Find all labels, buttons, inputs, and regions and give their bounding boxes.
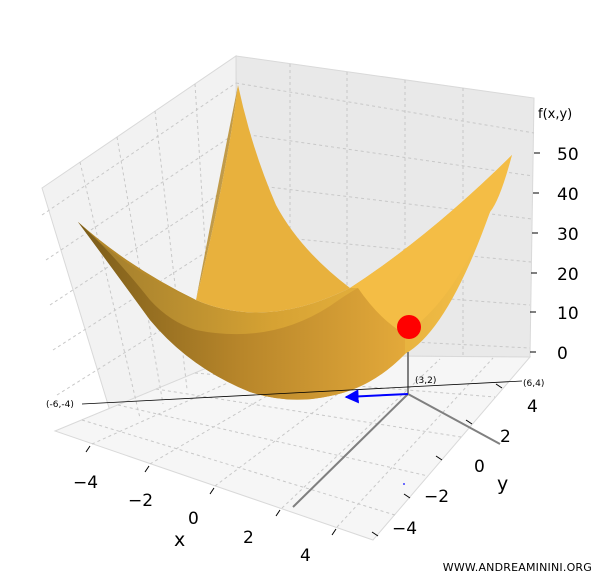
y-tick-label: 0 [474, 457, 485, 477]
annotation-left: (-6,-4) [46, 400, 74, 410]
z-tick-label: 50 [557, 145, 579, 165]
y-tick-label: −2 [424, 487, 449, 507]
x-tick-label: 4 [300, 546, 311, 566]
z-axis: 0 10 20 30 40 50 f(x,y) [530, 107, 579, 364]
y-tick-label: 2 [500, 427, 511, 447]
x-tick-label: 0 [188, 509, 199, 529]
x-axis: −4 −2 0 2 4 x [73, 445, 337, 566]
z-tick-label: 30 [557, 225, 579, 245]
annotation-point: (3,2) [415, 376, 436, 386]
watermark-text: WWW.ANDREAMININI.ORG [442, 561, 592, 574]
z-tick-label: 20 [557, 265, 579, 285]
x-tick-label: 2 [243, 528, 254, 548]
surface-front-lip [78, 222, 405, 400]
z-tick-label: 10 [557, 304, 579, 324]
annotation-right: (6,4) [523, 379, 544, 389]
x-tick-label: −2 [128, 491, 153, 511]
surface-left-face [196, 85, 350, 313]
floor-pane [53, 354, 532, 541]
y-axis-label: y [497, 473, 508, 495]
z-axis-label: f(x,y) [538, 107, 572, 122]
x-tick-label: −4 [73, 473, 98, 493]
y-axis: −4 −2 0 2 4 y [371, 383, 538, 539]
x-axis-label: x [174, 529, 185, 551]
gradient-arrow [344, 389, 409, 404]
point-marker [397, 315, 421, 339]
y-tick-label: 4 [527, 397, 538, 417]
surface-right-edge [350, 155, 512, 334]
projection-dot [403, 483, 405, 485]
y-tick-label: −4 [392, 519, 417, 539]
z-tick-label: 0 [557, 344, 568, 364]
paraboloid-surface [78, 85, 512, 400]
reference-line [81, 380, 523, 405]
z-tick-label: 40 [557, 185, 579, 205]
